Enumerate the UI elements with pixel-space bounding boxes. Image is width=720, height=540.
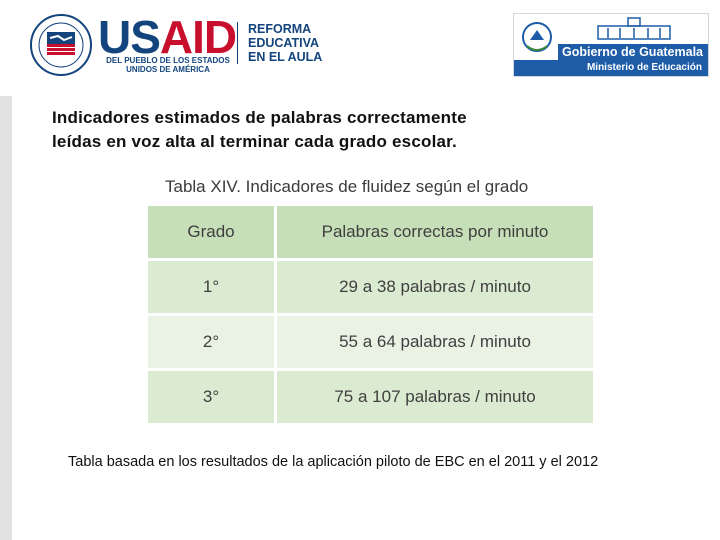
table-header-row: Grado Palabras correctas por minuto	[148, 206, 593, 258]
table-row: 3° 75 a 107 palabras / minuto	[148, 371, 593, 423]
table-header-cell: Palabras correctas por minuto	[277, 206, 593, 258]
guatemala-coat-of-arms-icon	[522, 22, 552, 52]
page-title: Indicadores estimados de palabras correc…	[52, 106, 652, 154]
government-logo: Gobierno de Guatemala Ministerio de Educ…	[513, 13, 709, 77]
fluency-table: Grado Palabras correctas por minuto 1° 2…	[145, 203, 596, 426]
page-title-line2: leídas en voz alta al terminar cada grad…	[52, 132, 457, 151]
usaid-wordmark-aid: AID	[159, 11, 237, 63]
usaid-subtitle: DEL PUEBLO DE LOS ESTADOS UNIDOS DE AMÉR…	[98, 56, 238, 74]
left-accent-bar	[0, 96, 12, 540]
government-subtitle: Ministerio de Educación	[586, 62, 702, 73]
table-row: 1° 29 a 38 palabras / minuto	[148, 261, 593, 313]
table-caption: Tabla XIV. Indicadores de fluidez según …	[165, 177, 529, 196]
table-cell-rate: 55 a 64 palabras / minuto	[277, 316, 593, 368]
usaid-wordmark: USAID	[98, 11, 237, 63]
government-logo-top: Gobierno de Guatemala	[514, 14, 708, 60]
program-logo: REFORMA EDUCATIVA EN EL AULA	[248, 22, 322, 64]
table-cell-grade: 2°	[148, 316, 274, 368]
table-cell-grade: 3°	[148, 371, 274, 423]
usaid-handshake-seal-icon	[30, 14, 92, 76]
program-logo-line2: EDUCATIVA	[248, 36, 320, 50]
source-note: Tabla basada en los resultados de la apl…	[68, 454, 599, 470]
usaid-wordmark-us: US	[98, 11, 161, 63]
program-logo-line1: REFORMA	[248, 22, 312, 36]
table-cell-grade: 1°	[148, 261, 274, 313]
program-logo-line3: EN EL AULA	[248, 50, 323, 64]
table-cell-rate: 75 a 107 palabras / minuto	[277, 371, 593, 423]
fluency-table-figure: Tabla XIV. Indicadores de fluidez según …	[145, 172, 596, 439]
table-header-cell: Grado	[148, 206, 274, 258]
government-title: Gobierno de Guatemala	[558, 44, 708, 60]
header: USAID DEL PUEBLO DE LOS ESTADOS UNIDOS D…	[0, 0, 720, 90]
table-row: 2° 55 a 64 palabras / minuto	[148, 316, 593, 368]
page-title-line1: Indicadores estimados de palabras correc…	[52, 108, 467, 127]
usaid-subtitle-line2: UNIDOS DE AMÉRICA	[126, 65, 210, 74]
header-separator	[0, 90, 720, 96]
logo-divider	[237, 22, 238, 64]
table-cell-rate: 29 a 38 palabras / minuto	[277, 261, 593, 313]
usaid-subtitle-line1: DEL PUEBLO DE LOS ESTADOS	[106, 56, 230, 65]
palace-building-icon	[597, 17, 671, 40]
